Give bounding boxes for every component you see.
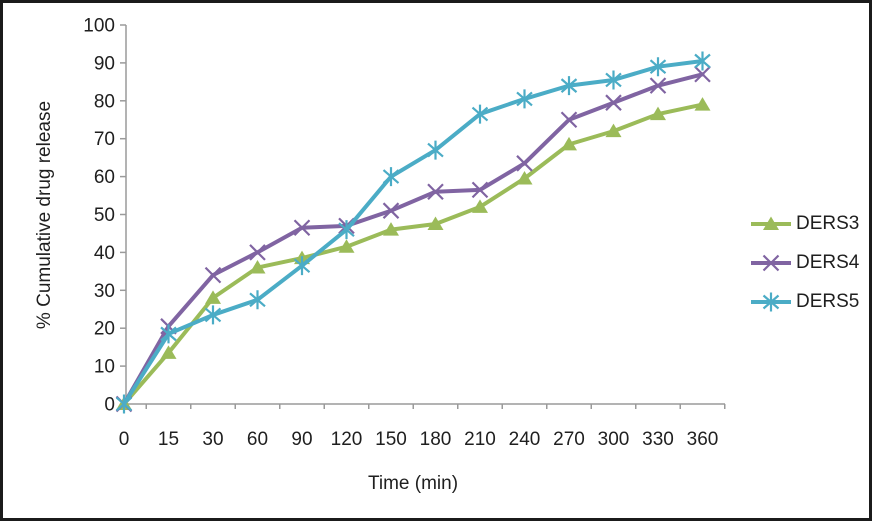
x-marker-icon <box>427 183 444 201</box>
legend-item-ders3: DERS3 <box>749 213 859 235</box>
x-marker-icon <box>382 202 400 219</box>
x-tick-label: 120 <box>331 429 363 450</box>
x-marker-icon <box>649 77 667 94</box>
x-tick-label: 30 <box>202 429 223 450</box>
y-tick-label: 60 <box>94 167 115 188</box>
ders3-triangle-marker-icon <box>749 213 793 235</box>
triangle-marker-icon <box>605 123 622 138</box>
legend: DERS3 DERS4 DERS5 <box>749 213 859 313</box>
y-tick-label: 100 <box>83 16 115 37</box>
y-tick-label: 40 <box>94 243 115 264</box>
x-tick-label: 270 <box>553 429 585 450</box>
x-tick-label: 15 <box>158 429 179 450</box>
legend-item-ders5: DERS5 <box>749 291 859 313</box>
x-marker-icon <box>560 111 578 129</box>
x-tick-label: 0 <box>119 429 130 450</box>
x-tick-label: 330 <box>642 429 674 450</box>
asterisk-marker-icon <box>560 76 578 96</box>
triangle-marker-icon <box>694 97 711 111</box>
triangle-marker-icon <box>472 199 488 213</box>
x-marker-icon <box>516 155 533 172</box>
asterisk-marker-icon <box>293 256 311 276</box>
asterisk-marker-icon <box>516 89 533 109</box>
triangle-marker-icon <box>650 106 666 121</box>
y-tick-label: 70 <box>94 129 115 150</box>
triangle-marker-icon <box>160 345 177 359</box>
asterisk-marker-icon <box>605 70 622 90</box>
y-tick-label: 0 <box>104 395 115 416</box>
triangle-marker-icon <box>383 222 399 236</box>
triangle-marker-icon <box>338 239 355 253</box>
asterisk-marker-icon <box>249 290 266 310</box>
x-tick-label: 360 <box>687 429 719 450</box>
triangle-marker-icon <box>427 216 444 230</box>
y-tick-label: 10 <box>94 357 115 378</box>
asterisk-marker-icon <box>649 57 667 77</box>
y-tick-label: 50 <box>94 205 115 226</box>
legend-label: DERS4 <box>796 252 860 273</box>
y-tick-label: 20 <box>94 319 115 340</box>
legend-label: DERS3 <box>796 213 860 234</box>
legend-label: DERS5 <box>796 291 860 312</box>
asterisk-marker-icon <box>382 167 400 187</box>
x-marker-icon <box>694 65 711 83</box>
x-tick-label: 180 <box>420 429 452 450</box>
asterisk-marker-icon <box>471 104 489 124</box>
x-tick-label: 210 <box>464 429 496 450</box>
x-tick-label: 300 <box>598 429 630 450</box>
triangle-marker-icon <box>205 290 221 304</box>
y-axis-title: % Cumulative drug release <box>34 100 55 330</box>
x-marker-icon <box>293 219 311 237</box>
x-tick-label: 240 <box>509 429 541 450</box>
x-marker-icon <box>471 181 489 199</box>
triangle-marker-icon <box>516 170 533 185</box>
series-line-ders3 <box>122 102 705 406</box>
y-tick-label: 30 <box>94 281 115 302</box>
asterisk-marker-icon <box>427 140 444 160</box>
x-tick-label: 150 <box>375 429 407 450</box>
asterisk-marker-icon <box>762 292 780 312</box>
legend-item-ders4: DERS4 <box>749 252 859 274</box>
series-line-ders5 <box>122 59 705 406</box>
x-marker-icon <box>605 94 622 111</box>
asterisk-marker-icon <box>160 324 177 344</box>
asterisk-marker-icon <box>694 51 711 71</box>
x-marker-icon <box>249 244 266 261</box>
y-tick-label: 80 <box>94 91 115 112</box>
x-marker-icon <box>204 266 222 284</box>
triangle-marker-icon <box>561 136 577 151</box>
ders4-x-marker-icon <box>749 252 793 274</box>
asterisk-marker-icon <box>204 305 222 325</box>
plot-area: 0 10 20 30 40 50 60 70 80 90 100 0 15 30 60 90 120 150 180… <box>83 16 726 450</box>
x-axis-title: Time (min) <box>367 473 459 494</box>
x-marker-icon <box>762 254 780 272</box>
y-tick-label: 90 <box>94 53 115 74</box>
asterisk-marker-icon <box>338 220 355 240</box>
asterisk-marker-icon <box>115 394 133 414</box>
triangle-marker-icon <box>763 216 779 230</box>
x-tick-label: 90 <box>291 429 312 450</box>
ders5-asterisk-marker-icon <box>749 291 793 313</box>
series-line-ders4 <box>122 72 705 406</box>
x-tick-label: 60 <box>247 429 268 450</box>
triangle-marker-icon <box>249 260 266 274</box>
